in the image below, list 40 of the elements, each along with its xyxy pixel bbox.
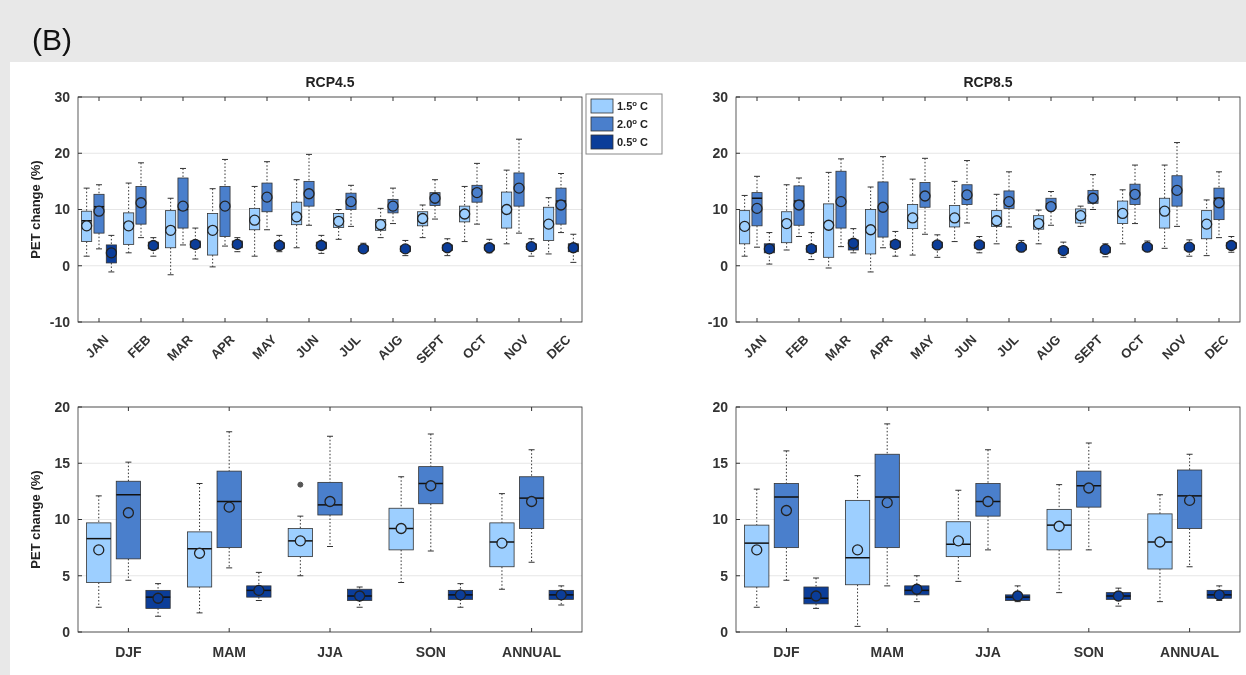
y-tick-label: 15 [54,455,71,472]
y-axis-title: PET change (%) [28,470,43,569]
y-tick-label: 20 [54,398,71,415]
x-tick-label: JJA [975,644,1001,660]
x-tick-label: ANNUAL [502,644,562,660]
y-tick-label: 0 [62,257,71,274]
y-tick-label: 10 [712,201,729,218]
x-tick-label: JUL [993,331,1022,360]
x-tick-label: JUL [335,331,364,360]
y-tick-label: 10 [54,511,71,528]
chart-title: RCP8.5 [963,74,1013,90]
chart-title: RCP4.5 [305,74,355,90]
y-tick-label: 15 [712,455,729,472]
x-tick-label: ANNUAL [1160,644,1220,660]
text: (B) [32,23,72,56]
y-tick-label: 30 [712,88,729,105]
x-tick-label: DJF [115,644,143,660]
y-tick-label: -10 [707,313,729,330]
legend-label: 1.5$^{o}$ C [617,98,649,112]
y-tick-label: 5 [62,567,71,584]
x-tick-label: SON [415,644,446,660]
y-tick-label: 20 [712,145,729,162]
x-tick-label: MAM [870,644,904,660]
legend-label: 0.5$^{o}$ C [617,134,649,148]
x-tick-label: DJF [773,644,801,660]
y-tick-label: 10 [712,511,729,528]
y-tick-label: -10 [49,313,71,330]
y-tick-label: 0 [62,623,71,640]
y-tick-label: 30 [54,88,71,105]
x-tick-label: JJA [317,644,343,660]
x-tick-label: MAM [212,644,246,660]
y-tick-label: 0 [720,257,729,274]
y-tick-label: 10 [54,201,71,218]
y-tick-label: 0 [720,623,729,640]
x-tick-label: SON [1073,644,1104,660]
legend-label: 2.0$^{o}$ C [617,116,649,130]
y-tick-label: 20 [54,145,71,162]
y-tick-label: 5 [720,567,729,584]
y-axis-title: PET change (%) [28,160,43,259]
y-tick-label: 20 [712,398,729,415]
